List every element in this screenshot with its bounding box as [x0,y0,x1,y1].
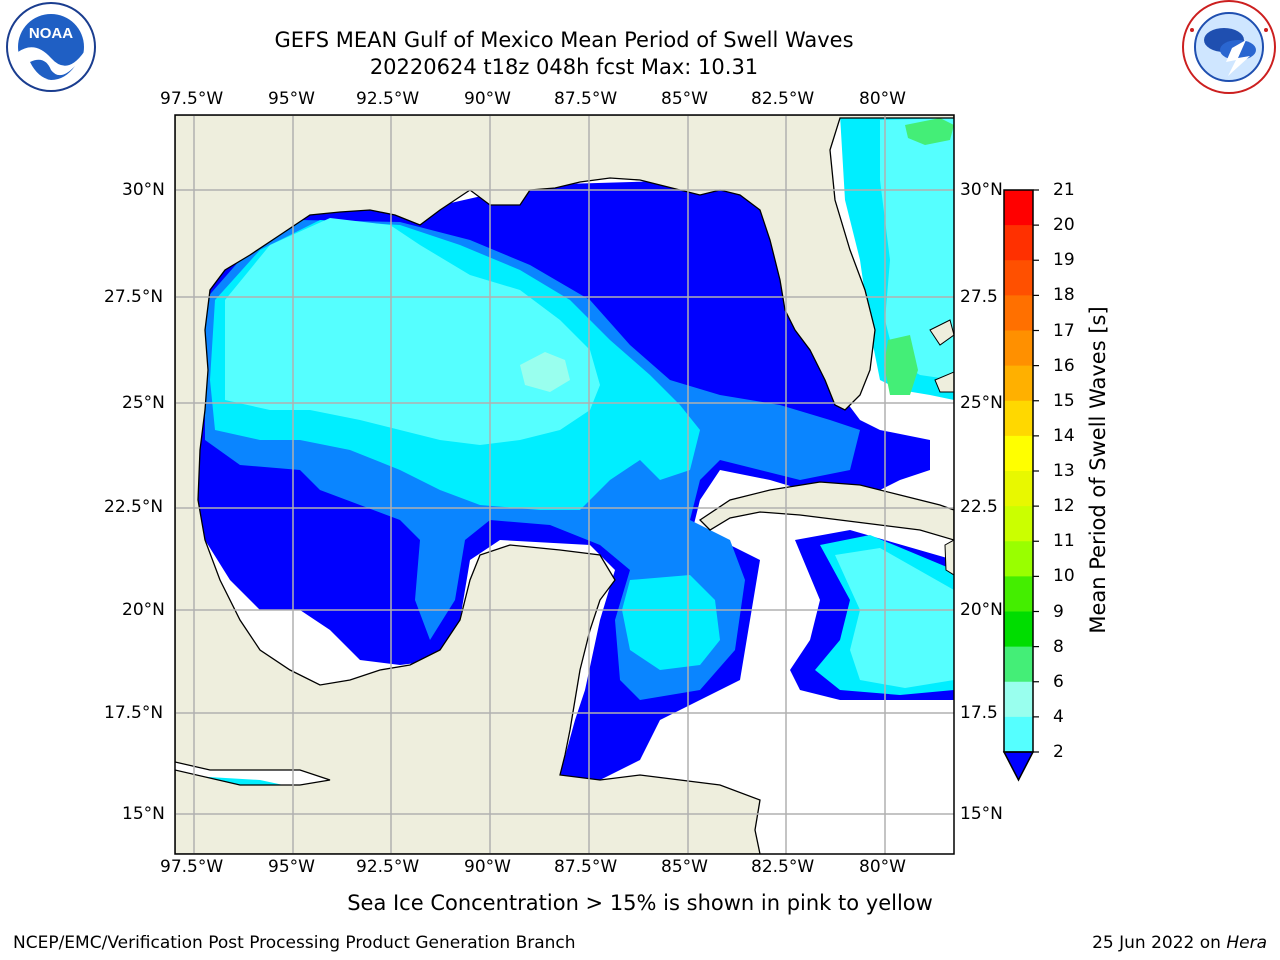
colorbar-band [1004,435,1033,472]
colorbar-tick-label: 4 [1053,706,1064,727]
lat-label-left: 30°N [122,180,165,200]
chart-subtitle: 20220624 t18z 048h fcst Max: 10.31 [369,55,759,79]
lon-label-bottom: 82.5°W [751,857,815,877]
lon-label-top: 90°W [464,89,511,109]
colorbar-tick-label: 14 [1053,425,1075,446]
colorbar-tick-label: 15 [1053,390,1075,411]
lat-label-left: 25°N [122,393,165,413]
nws-logo [1182,0,1276,94]
lon-label-bottom: 80°W [859,857,906,877]
colorbar-tick-label: 18 [1053,285,1075,306]
lon-label-top: 87.5°W [554,89,618,109]
land-hispaniola-edge [944,539,954,576]
colorbar-tick-label: 12 [1053,496,1075,517]
lon-label-top: 82.5°W [751,89,815,109]
noaa-logo: NOAA [6,2,96,92]
colorbar-band [1004,190,1033,226]
lat-label-right: 22.5 [960,497,998,517]
footer-host: Hera [1226,933,1267,953]
swell-field-caribbean-cyan [622,575,720,670]
colorbar-band [1004,681,1033,718]
lat-label-left: 27.5°N [104,287,164,307]
lon-label-bottom: 90°W [464,857,511,877]
footer-date: 25 Jun 2022 on [1092,933,1227,953]
colorbar-tick-label: 10 [1053,566,1075,587]
colorbar-extend-arrow [1002,751,1035,782]
colorbar-band [1004,506,1033,542]
footer-credit: NCEP/EMC/Verification Post Processing Pr… [13,933,576,953]
noaa-logo-text: NOAA [29,25,73,42]
swell-field-atlantic-light [880,118,954,380]
lon-label-bottom: 95°W [268,857,315,877]
colorbar-tick-label: 9 [1053,601,1064,622]
colorbar-band [1004,225,1033,261]
lat-label-right: 15°N [960,804,1003,824]
colorbar-tick-label: 6 [1053,671,1064,692]
colorbar-tick-label: 19 [1053,250,1075,271]
chart-title: GEFS MEAN Gulf of Mexico Mean Period of … [274,28,854,52]
lon-label-top: 97.5°W [160,89,224,109]
lat-label-left: 22.5°N [104,497,164,517]
colorbar-band [1004,541,1033,577]
land-us-mexico [175,115,954,854]
lon-label-top: 80°W [859,89,906,109]
colorbar-tick-label: 16 [1053,355,1075,376]
colorbar-band [1004,716,1033,753]
colorbar-tick-label: 13 [1053,461,1075,481]
colorbar-tick-label: 11 [1053,531,1075,552]
lat-label-right: 17.5 [960,703,998,723]
colorbar-band [1004,576,1033,612]
land-bahamas [929,319,954,393]
sea-ice-note: Sea Ice Concentration > 15% is shown in … [347,891,933,915]
colorbar-band [1004,260,1033,296]
swell-field-caribbean-east-light [835,548,954,688]
swell-field-pale-cyan [520,352,570,392]
colorbar-tick-label: 17 [1053,320,1075,341]
swell-field-light-cyan [225,218,600,445]
colorbar-label: Mean Period of Swell Waves [s] [1086,306,1110,634]
colorbar [1002,189,1039,782]
colorbar-band [1004,646,1033,683]
colorbar-band [1004,400,1033,437]
lat-label-right: 30°N [960,180,1003,200]
lon-label-top: 92.5°W [356,89,420,109]
lat-label-left: 17.5°N [104,703,164,723]
colorbar-band [1004,365,1033,402]
lon-label-bottom: 87.5°W [554,857,618,877]
colorbar-tick-label: 2 [1053,742,1064,762]
swell-field-atlantic-green [884,118,954,395]
colorbar-band [1004,471,1033,507]
lat-label-left: 15°N [122,804,165,824]
colorbar-tick-label: 20 [1053,215,1075,236]
colorbar-band [1004,611,1033,648]
lat-label-right: 25°N [960,393,1003,413]
lon-label-bottom: 85°W [661,857,708,877]
map-frame [174,114,955,855]
lat-label-right: 20°N [960,600,1003,620]
colorbar-band [1004,330,1033,367]
lon-label-bottom: 97.5°W [160,857,224,877]
colorbar-tick-label: 8 [1053,636,1064,657]
footer-timestamp: 25 Jun 2022 on Hera [1092,933,1267,953]
lat-label-right: 27.5 [960,287,998,307]
land-cuba [698,481,954,541]
lon-label-top: 95°W [268,89,315,109]
lat-label-left: 20°N [122,600,165,620]
colorbar-tick-label: 21 [1053,180,1075,200]
lon-label-top: 85°W [661,89,708,109]
map-gridlines [175,115,954,854]
lon-label-bottom: 92.5°W [356,857,420,877]
colorbar-band [1004,295,1033,331]
